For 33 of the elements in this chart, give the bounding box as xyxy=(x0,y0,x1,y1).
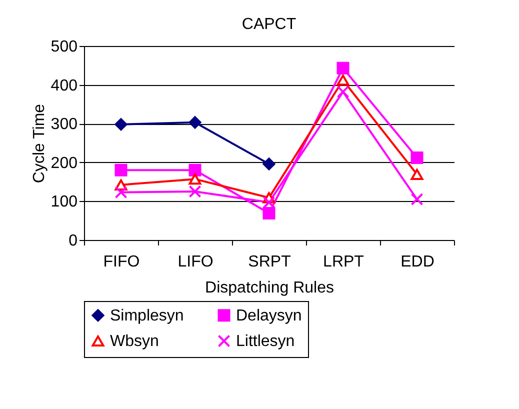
legend-label: Wbsyn xyxy=(110,333,159,350)
x-tick-label: LRPT xyxy=(323,254,364,270)
point xyxy=(410,193,424,206)
point xyxy=(114,164,128,176)
y-tick-label: 400 xyxy=(50,77,78,94)
y-tick-label: 200 xyxy=(50,154,78,172)
legend-label: Simplesyn xyxy=(110,307,184,324)
point xyxy=(336,86,350,98)
x-axis-title: Dispatching Rules xyxy=(205,280,334,296)
point xyxy=(410,168,424,180)
point xyxy=(188,164,202,176)
point xyxy=(188,174,202,185)
y-tick-label: 0 xyxy=(68,232,78,250)
x-tick-label: FIFO xyxy=(103,254,140,270)
y-tick-label: 500 xyxy=(50,38,78,56)
legend-label: Delaysyn xyxy=(236,307,302,324)
point xyxy=(336,74,350,86)
x-tick-label: EDD xyxy=(400,254,434,270)
y-tick-label: 300 xyxy=(50,116,78,134)
point xyxy=(410,152,424,164)
y-tick-label: 100 xyxy=(50,194,78,211)
point xyxy=(114,186,128,199)
point xyxy=(262,158,276,170)
point xyxy=(188,185,202,198)
x-tick-label: SRPT xyxy=(248,254,292,270)
y-axis-title: Cycle Time xyxy=(30,104,48,184)
chart-title: CAPCT xyxy=(242,16,296,33)
x-tick-label: LIFO xyxy=(178,254,214,270)
point xyxy=(114,118,128,131)
point xyxy=(336,62,350,74)
point xyxy=(262,206,276,220)
point xyxy=(188,116,202,129)
legend-label: Littlesyn xyxy=(236,333,295,350)
